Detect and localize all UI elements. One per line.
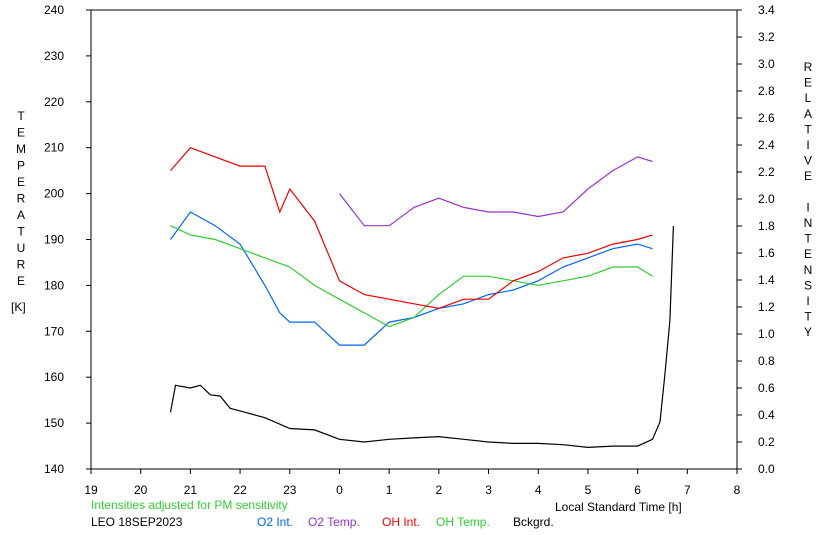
right-axis-letter: R — [804, 60, 813, 74]
left-tick-label: 210 — [44, 141, 64, 155]
series-o2-int — [170, 211, 653, 346]
left-axis-letter: T — [17, 109, 25, 123]
x-tick-label: 20 — [134, 483, 148, 497]
x-axis-ticks: 19 20 21 22 23 0 1 2 3 4 5 6 7 8 — [84, 469, 741, 497]
left-tick-label: 160 — [44, 370, 64, 384]
right-tick-label: 2.0 — [758, 192, 775, 206]
right-tick-label: 1.4 — [758, 273, 775, 287]
left-axis-letter: E — [17, 126, 25, 140]
right-tick-label: 0.2 — [758, 435, 775, 449]
left-tick-label: 230 — [44, 49, 64, 63]
right-axis-letter: E — [804, 247, 812, 261]
right-tick-label: 2.6 — [758, 111, 775, 125]
left-tick-label: 140 — [44, 462, 64, 476]
x-tick-label: 21 — [184, 483, 198, 497]
series-oh-temp — [170, 225, 653, 328]
left-axis-letter: R — [17, 192, 26, 206]
right-axis-letter: I — [806, 138, 809, 152]
right-tick-label: 0.0 — [758, 462, 775, 476]
left-unit-label: [K] — [11, 300, 26, 314]
x-tick-label: 0 — [336, 483, 343, 497]
legend-item: OH Int. — [382, 515, 421, 529]
right-tick-label: 3.4 — [758, 3, 775, 17]
plot-area — [169, 146, 674, 449]
right-tick-label: 2.8 — [758, 84, 775, 98]
right-axis-letter: I — [806, 294, 809, 308]
left-axis-letter: A — [17, 208, 25, 222]
right-tick-label: 0.4 — [758, 408, 775, 422]
left-axis-ticks: 140 150 160 170 180 190 200 210 220 230 240 — [44, 3, 91, 476]
series-o2-temp — [339, 156, 653, 227]
right-axis-letter: T — [804, 310, 812, 324]
left-tick-label: 220 — [44, 95, 64, 109]
x-tick-label: 5 — [585, 483, 592, 497]
x-tick-label: 23 — [283, 483, 297, 497]
right-axis-letter: A — [804, 107, 812, 121]
x-tick-label: 8 — [734, 483, 741, 497]
x-axis-label: Local Standard Time [h] — [555, 500, 682, 514]
left-tick-label: 240 — [44, 3, 64, 17]
station-date-label: LEO 18SEP2023 — [91, 515, 183, 529]
pm-sensitivity-note: Intensities adjusted for PM sensitivity — [91, 498, 288, 512]
x-tick-label: 2 — [436, 483, 443, 497]
legend-item: O2 Int. — [257, 515, 294, 529]
right-axis-letter: T — [804, 232, 812, 246]
right-axis-letter: N — [804, 263, 813, 277]
right-tick-label: 0.6 — [758, 381, 775, 395]
right-tick-label: 3.0 — [758, 57, 775, 71]
right-tick-label: 2.2 — [758, 165, 775, 179]
right-axis-letter: T — [804, 122, 812, 136]
right-axis-letter: E — [804, 76, 812, 90]
left-axis-letter: U — [17, 241, 26, 255]
right-axis-letter: Y — [804, 325, 812, 339]
right-axis-letter: I — [806, 200, 809, 214]
right-tick-label: 2.4 — [758, 138, 775, 152]
legend-item: O2 Temp. — [308, 515, 360, 529]
right-axis-letter: E — [804, 169, 812, 183]
x-tick-label: 4 — [535, 483, 542, 497]
axes-frame — [90, 9, 738, 470]
x-tick-label: 19 — [84, 483, 98, 497]
left-axis-letter: T — [17, 225, 25, 239]
right-tick-label: 1.0 — [758, 327, 775, 341]
legend-item: OH Temp. — [436, 515, 490, 529]
right-axis-ticks: 0.0 0.2 0.4 0.6 0.8 1.0 1.2 1.4 1.6 1.8 2.0 2.2 2.4 2… — [737, 3, 775, 476]
left-axis-letter: M — [16, 142, 26, 156]
left-tick-label: 150 — [44, 416, 64, 430]
x-tick-label: 7 — [684, 483, 691, 497]
right-tick-label: 3.2 — [758, 30, 775, 44]
plot-border — [90, 9, 738, 470]
left-axis-letter: E — [17, 175, 25, 189]
left-axis-letter: P — [17, 159, 25, 173]
series-oh-int — [170, 146, 653, 310]
right-axis-letter: L — [805, 91, 812, 105]
left-tick-label: 180 — [44, 278, 64, 292]
right-tick-label: 1.2 — [758, 300, 775, 314]
right-axis-letter: V — [804, 154, 812, 168]
left-axis-letter: E — [17, 274, 25, 288]
left-tick-label: 190 — [44, 233, 64, 247]
right-axis-letter: N — [804, 216, 813, 230]
x-tick-label: 1 — [386, 483, 393, 497]
right-tick-label: 0.8 — [758, 354, 775, 368]
legend-item: Bckgrd. — [513, 515, 554, 529]
left-tick-label: 200 — [44, 187, 64, 201]
left-tick-label: 170 — [44, 324, 64, 338]
right-axis-letter: S — [804, 278, 812, 292]
right-tick-label: 1.8 — [758, 219, 775, 233]
left-axis-letter: R — [17, 258, 26, 272]
x-tick-label: 6 — [634, 483, 641, 497]
series-bckgrd — [169, 225, 674, 449]
right-tick-label: 1.6 — [758, 246, 775, 260]
x-tick-label: 3 — [485, 483, 492, 497]
x-tick-label: 22 — [233, 483, 247, 497]
